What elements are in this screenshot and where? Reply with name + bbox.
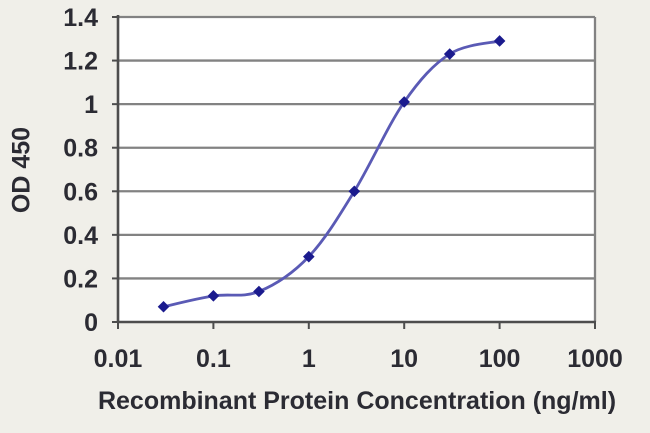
data-point-3 (348, 185, 361, 198)
x-tick-label-10: 10 (390, 345, 418, 373)
series-curve (162, 39, 501, 309)
y-tick-label-0.6: 0.6 (63, 178, 98, 206)
data-point-0.03 (157, 300, 170, 313)
y-tick-label-0.4: 0.4 (63, 222, 98, 250)
x-tick-label-100: 100 (479, 345, 521, 373)
data-point-1 (303, 250, 315, 263)
x-tick-label-1000: 1000 (567, 345, 623, 373)
data-point-0.3 (253, 285, 265, 298)
data-point-100 (493, 35, 506, 47)
data-point-10 (398, 96, 410, 108)
y-tick-label-0: 0 (84, 309, 98, 337)
data-point-30 (443, 48, 456, 60)
y-tick-label-1.4: 1.4 (63, 4, 98, 32)
y-axis-title: OD 450 (7, 126, 36, 214)
data-point-0.1 (207, 290, 220, 302)
y-tick-label-0.2: 0.2 (63, 265, 98, 293)
x-tick-label-0.1: 0.1 (196, 345, 231, 373)
y-tick-label-1.2: 1.2 (63, 48, 98, 76)
x-axis-title: Recombinant Protein Concentration (ng/ml… (97, 387, 617, 415)
plot-area (118, 17, 595, 322)
y-tick-label-0.8: 0.8 (63, 135, 98, 163)
x-tick-label-1: 1 (302, 345, 316, 373)
y-tick-label-1: 1 (84, 91, 98, 119)
x-tick-label-0.01: 0.01 (94, 345, 143, 373)
